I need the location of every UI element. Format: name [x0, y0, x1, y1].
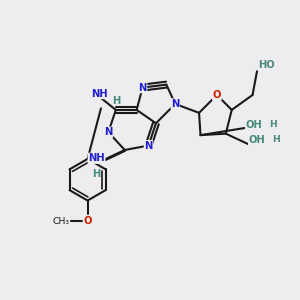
Text: H: H [269, 120, 277, 129]
Text: H: H [112, 96, 121, 106]
Text: HO: HO [259, 60, 275, 70]
Text: N: N [104, 127, 112, 137]
Text: H: H [92, 169, 101, 179]
Text: CH₃: CH₃ [52, 217, 69, 226]
Text: O: O [213, 90, 221, 100]
Text: O: O [83, 216, 92, 226]
Text: N: N [138, 82, 147, 93]
Text: NH: NH [88, 153, 105, 163]
Text: OH: OH [246, 120, 262, 130]
Text: N: N [144, 140, 153, 151]
Text: NH: NH [91, 88, 108, 98]
Text: OH: OH [249, 135, 266, 145]
Text: H: H [272, 135, 280, 144]
Text: N: N [171, 99, 179, 109]
